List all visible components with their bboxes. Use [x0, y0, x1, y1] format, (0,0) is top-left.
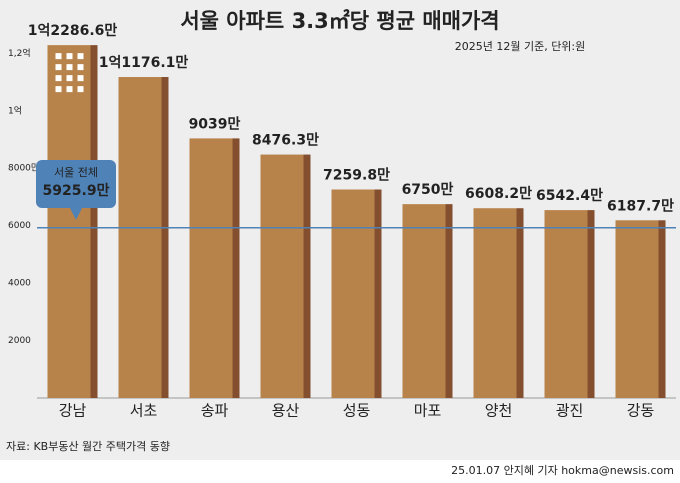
bar-face	[260, 154, 304, 398]
bar	[118, 77, 169, 399]
y-tick-label: 4000	[8, 279, 31, 289]
bar-side	[232, 138, 240, 399]
window	[66, 75, 73, 82]
bar-face	[331, 189, 375, 398]
bar	[47, 45, 98, 399]
x-tick-label: 강남	[59, 402, 87, 420]
window	[77, 53, 84, 60]
window	[77, 86, 84, 93]
bar	[544, 210, 595, 398]
credit: 25.01.07 안지혜 기자 hokma@newsis.com	[451, 464, 674, 477]
bar-face	[402, 204, 446, 398]
bar	[189, 138, 240, 399]
bar-side	[587, 210, 595, 398]
bar-face	[615, 220, 659, 398]
bar	[331, 189, 382, 398]
window	[55, 64, 62, 71]
bar-face	[544, 210, 588, 398]
bar	[260, 154, 311, 398]
bar-side	[374, 189, 382, 398]
x-tick-label: 서초	[130, 402, 158, 420]
bar-face	[189, 138, 233, 399]
subtitle: 2025년 12월 기준, 단위:원	[455, 40, 586, 53]
x-tick-label: 양천	[485, 402, 513, 420]
y-tick-label: 8000만	[8, 163, 39, 174]
chart-title: 서울 아파트 3.3㎡당 평균 매매가격	[180, 9, 499, 33]
y-tick-label: 1,2억	[8, 47, 31, 59]
bar-side	[90, 45, 98, 399]
bar-face	[118, 77, 162, 399]
bar-side	[445, 204, 453, 398]
window	[66, 64, 73, 71]
bar-side	[658, 220, 666, 398]
x-tick-label: 광진	[556, 402, 584, 420]
bar-side	[516, 208, 524, 398]
window	[77, 64, 84, 71]
window	[55, 53, 62, 60]
value-label: 8476.3만	[252, 133, 319, 149]
bar-face	[473, 208, 517, 398]
value-label: 7259.8만	[323, 167, 390, 183]
x-tick-label: 성동	[343, 402, 371, 420]
source: 자료: KB부동산 월간 주택가격 동향	[6, 440, 170, 453]
value-label: 6750만	[402, 182, 454, 198]
bar-side	[161, 77, 169, 399]
y-tick-label: 1억	[8, 104, 22, 116]
bar	[473, 208, 524, 398]
bar	[615, 220, 666, 398]
bar	[402, 204, 453, 398]
x-tick-label: 송파	[201, 402, 229, 420]
window	[55, 86, 62, 93]
bar-side	[303, 154, 311, 398]
callout	[36, 160, 116, 220]
callout-label: 서울 전체	[54, 166, 98, 179]
bar-face	[47, 45, 91, 399]
x-tick-label: 용산	[272, 402, 300, 420]
callout-value: 5925.9만	[43, 183, 110, 199]
value-label: 6608.2만	[465, 186, 532, 202]
x-tick-label: 마포	[414, 402, 442, 420]
y-tick-label: 2000	[8, 336, 31, 346]
window	[77, 75, 84, 82]
value-label: 6542.4만	[536, 188, 603, 204]
window	[66, 86, 73, 93]
window	[66, 53, 73, 60]
value-label: 6187.7만	[607, 198, 674, 214]
value-label: 1억2286.6만	[28, 23, 118, 39]
window	[55, 75, 62, 82]
value-label: 9039만	[189, 116, 241, 132]
y-tick-label: 6000	[8, 221, 31, 231]
value-label: 1억1176.1만	[99, 55, 189, 71]
x-tick-label: 강동	[627, 402, 655, 420]
